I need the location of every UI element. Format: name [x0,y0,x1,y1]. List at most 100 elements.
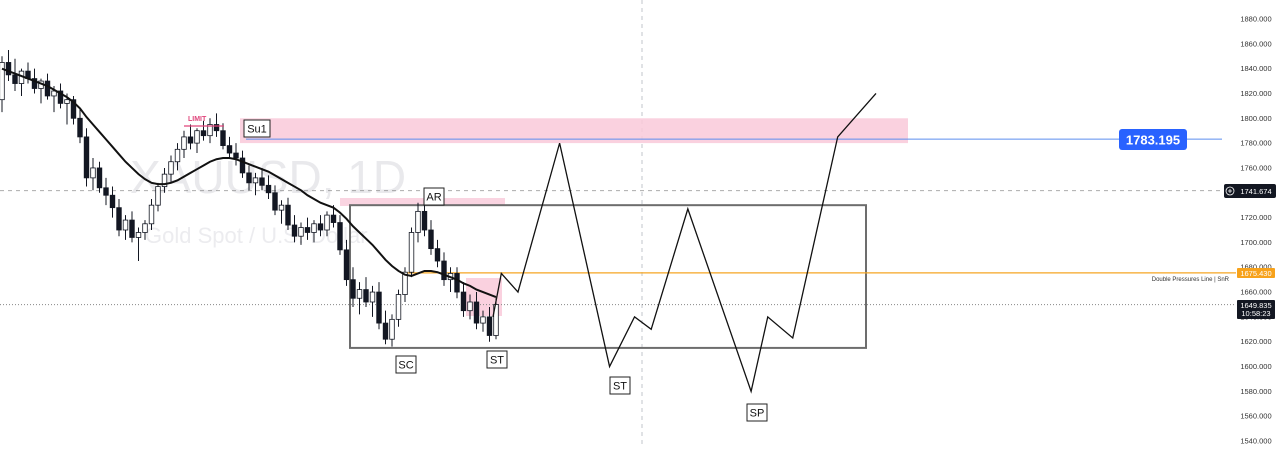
candle-body [161,173,168,187]
last-price-tag: 1649.835 10:58:23 [1237,300,1275,319]
label-st-2-text: ST [613,381,627,393]
label-sp-box [746,403,768,422]
candles [0,50,499,347]
label-st-1[interactable]: ST [486,350,508,369]
candle-body [285,204,291,226]
candle-body [90,167,96,179]
price-tick-label: 1860.000 [1240,39,1271,48]
subtitle-watermark: Gold Spot / U.S. Dollar [145,223,368,248]
candle-body [291,224,298,237]
candle-body [213,124,220,132]
snr-price-text: 1675.430 [1240,269,1271,278]
candle-body [337,222,343,251]
candle-body [389,318,395,340]
price-tick-label: 1660.000 [1240,288,1271,297]
candle-body [298,227,304,237]
label-su1-text: Su1 [247,124,267,136]
label-sp[interactable]: SP [746,403,768,422]
candle-body [395,294,402,320]
price-axis[interactable]: 1880.000 1860.000 1840.000 1820.000 1800.000… [1240,15,1271,446]
candle-body [148,204,155,225]
label-ar-box [423,187,445,206]
snr-line-label: Double Pressures Line | SnR [1152,277,1230,283]
alert-price-badge[interactable]: 1783.195 [1119,129,1187,150]
candle-body [220,130,226,147]
trading-range-box[interactable] [349,204,867,349]
price-tick-label: 1720.000 [1240,213,1271,222]
candle-body [168,161,174,175]
candle-body [129,219,135,238]
label-sp-text: SP [750,408,765,420]
candle-body [356,289,363,299]
candle-body [265,184,272,194]
candle-body [402,271,408,295]
moving-average-line [1,67,497,298]
candle-body [486,316,493,336]
candle-body [233,152,239,159]
candle-body [350,279,356,299]
candle-body [330,214,337,223]
label-limit: LIMIT [188,116,207,123]
candle-body [480,316,486,324]
candle-body [239,157,246,174]
candle-body [174,148,181,163]
candle-body [109,194,116,209]
candle-body [122,219,129,231]
price-tick-label: 1780.000 [1240,139,1271,148]
candle-body [272,192,278,211]
candle-body [454,273,460,293]
candle-body [259,177,265,186]
candle-body [415,210,421,233]
candle-body [181,136,187,150]
candle-body [135,232,142,238]
candle-body [363,289,369,303]
label-sc-box [395,355,417,374]
label-su1[interactable]: Su1 [243,119,271,138]
candle-body [44,80,51,97]
candle-body [428,229,434,250]
price-tick-label: 1800.000 [1240,114,1271,123]
candle-body [155,186,161,206]
label-ar[interactable]: AR [423,187,445,206]
plus-icon[interactable] [1225,186,1235,196]
candle-body [376,291,382,324]
candle-body [116,207,122,231]
candle-body [441,260,447,281]
candle-body [473,301,480,324]
alert-price-text: 1783.195 [1126,133,1180,148]
label-st-2-box [609,376,631,395]
price-tick-label: 1700.000 [1240,238,1271,247]
candle-body [434,248,441,262]
crosshair-price-text: 1741.674 [1240,187,1271,196]
candle-body [51,90,57,97]
candle-body [467,301,473,312]
countdown-text: 10:58:23 [1241,309,1270,318]
candle-body [200,130,207,137]
label-su1-box [243,119,271,138]
candle-body [246,172,252,184]
candle-body [96,167,103,189]
price-tick-label: 1580.000 [1240,387,1271,396]
price-tick-label: 1540.000 [1240,437,1271,446]
candle-body [278,204,285,211]
candle-body [311,223,317,233]
candle-body [252,177,259,184]
projected-path[interactable] [492,93,877,394]
price-tick-label: 1600.000 [1240,362,1271,371]
price-tick-label: 1680.000 [1240,263,1271,272]
candle-body [369,291,376,303]
candle-body [408,232,415,273]
candle-body [226,145,233,154]
price-tick-label: 1560.000 [1240,412,1271,421]
price-tick-label: 1620.000 [1240,337,1271,346]
label-st-1-box [486,350,508,369]
price-tick-label: 1880.000 [1240,15,1271,24]
snr-price-tag: 1675.430 [1237,268,1275,278]
label-st-2[interactable]: ST [609,376,631,395]
candle-body [142,223,148,233]
candle-body [207,124,213,137]
candle-body [324,214,330,231]
label-sc[interactable]: SC [395,355,417,374]
